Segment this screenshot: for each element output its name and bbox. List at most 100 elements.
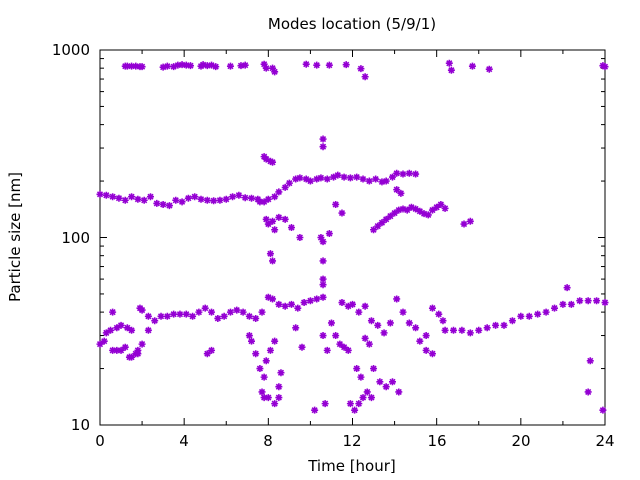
data-point (237, 62, 245, 70)
data-point (405, 169, 413, 177)
data-point (269, 257, 277, 265)
data-point (468, 62, 476, 70)
data-point (319, 332, 327, 340)
data-point (412, 324, 420, 332)
data-point (302, 60, 310, 68)
data-point (100, 337, 108, 345)
data-point (107, 326, 115, 334)
data-point (214, 314, 222, 322)
data-point (203, 62, 211, 70)
data-point (380, 329, 388, 337)
data-point (208, 61, 216, 69)
data-point (485, 65, 493, 73)
data-point (266, 250, 274, 258)
data-point (367, 394, 375, 402)
data-point (252, 350, 260, 358)
data-point (258, 308, 266, 316)
data-point (163, 62, 171, 70)
data-point (370, 226, 378, 234)
data-point (319, 257, 327, 265)
data-point (128, 326, 136, 334)
data-point (435, 310, 443, 318)
data-point (138, 340, 146, 348)
data-point (422, 332, 430, 340)
x-tick-label: 20 (511, 432, 530, 450)
data-point (340, 343, 348, 351)
data-point (330, 173, 338, 181)
data-point (189, 312, 197, 320)
data-point (306, 297, 314, 305)
data-point (134, 350, 142, 358)
data-point (428, 206, 436, 214)
data-point (586, 357, 594, 365)
data-point (264, 195, 272, 203)
data-point (386, 212, 394, 220)
data-point (109, 193, 117, 201)
data-point (359, 175, 367, 183)
data-point (388, 173, 396, 181)
data-point (353, 173, 361, 181)
data-point (412, 170, 420, 178)
data-point (342, 61, 350, 69)
data-point (281, 183, 289, 191)
data-point (397, 189, 405, 197)
data-point (340, 173, 348, 181)
data-point (208, 308, 216, 316)
data-point (416, 337, 424, 345)
data-point (361, 334, 369, 342)
data-point (186, 62, 194, 70)
data-point (128, 353, 136, 361)
data-point (365, 340, 373, 348)
data-point (374, 222, 382, 230)
data-point (460, 220, 468, 228)
data-point (357, 373, 365, 381)
data-point (222, 195, 230, 203)
data-point (258, 388, 266, 396)
data-point (262, 155, 270, 163)
data-point (220, 312, 228, 320)
data-point (109, 308, 117, 316)
data-point (319, 281, 327, 289)
data-point (576, 297, 584, 305)
data-point (382, 177, 390, 185)
data-point (281, 215, 289, 223)
data-point (395, 388, 403, 396)
data-point (593, 297, 601, 305)
data-point (176, 310, 184, 318)
data-point (372, 175, 380, 183)
data-point (269, 295, 277, 303)
data-point (378, 178, 386, 186)
data-point (365, 177, 373, 185)
data-point (355, 400, 363, 408)
data-point (199, 61, 207, 69)
data-point (313, 61, 321, 69)
data-point (376, 378, 384, 386)
data-point (170, 310, 178, 318)
data-point (260, 373, 268, 381)
data-point (559, 300, 567, 308)
data-point (281, 302, 289, 310)
data-point (195, 308, 203, 316)
data-point (386, 319, 394, 327)
data-point (233, 306, 241, 314)
x-tick-label: 0 (95, 432, 105, 450)
data-point (500, 321, 508, 329)
data-point (338, 209, 346, 217)
data-point (403, 206, 411, 214)
data-point (140, 196, 148, 204)
data-point (256, 365, 264, 373)
data-point (433, 203, 441, 211)
data-point (128, 193, 136, 201)
data-point (534, 310, 542, 318)
data-point (424, 211, 432, 219)
data-point (264, 394, 272, 402)
data-point (319, 135, 327, 143)
data-point (134, 195, 142, 203)
data-point (395, 206, 403, 214)
data-point (226, 308, 234, 316)
y-tick-label: 10 (71, 416, 90, 434)
data-point (361, 73, 369, 81)
data-point (466, 329, 474, 337)
data-point (317, 174, 325, 182)
